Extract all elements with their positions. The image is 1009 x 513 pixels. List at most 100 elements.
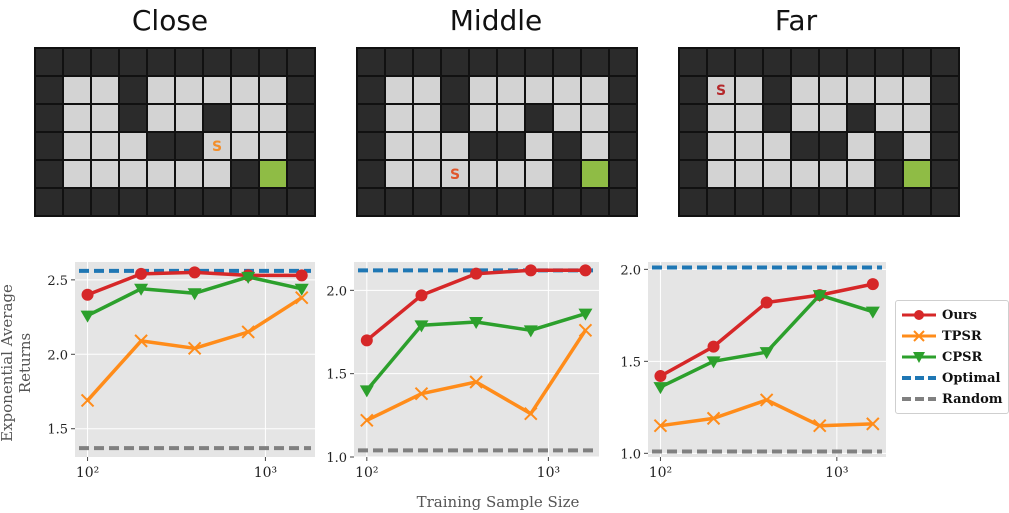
data-point-cpsr (653, 382, 668, 395)
maze-wall-cell (36, 161, 62, 187)
maze-wall-cell (848, 105, 874, 131)
maze-wall-cell (904, 189, 930, 215)
maze-wall-cell (792, 189, 818, 215)
maze-floor-cell (414, 77, 440, 103)
data-point-ours (707, 340, 720, 353)
data-point-tpsr (866, 417, 880, 431)
maze-wall-cell (554, 49, 580, 75)
maze-wall-cell (358, 161, 384, 187)
data-point-ours (579, 264, 592, 277)
maze-grid-close: S (34, 47, 316, 217)
maze-wall-cell (232, 49, 258, 75)
maze-wall-cell (582, 49, 608, 75)
maze-wall-cell (288, 161, 314, 187)
maze-wall-cell (498, 189, 524, 215)
maze-floor-cell (820, 105, 846, 131)
maze-floor-cell (736, 77, 762, 103)
maze-floor-cell (554, 77, 580, 103)
data-point-ours (295, 269, 308, 282)
maze-wall-cell (764, 105, 790, 131)
plot-area (648, 262, 886, 457)
maze-wall-cell (904, 49, 930, 75)
maze-wall-cell (176, 49, 202, 75)
data-point-cpsr (187, 288, 202, 301)
maze-wall-cell (358, 133, 384, 159)
data-point-ours (866, 278, 879, 291)
maze-floor-cell (820, 77, 846, 103)
maze-wall-cell (260, 189, 286, 215)
maze-floor-cell (442, 161, 468, 187)
data-point-cpsr (134, 283, 149, 296)
legend-swatch-tpsr (902, 330, 936, 342)
maze-start-label: S (450, 167, 460, 183)
data-point-ours (135, 267, 148, 280)
maze-wall-cell (120, 189, 146, 215)
maze-wall-cell (386, 189, 412, 215)
maze-wall-cell (358, 77, 384, 103)
maze-wall-cell (120, 105, 146, 131)
data-point-cpsr (865, 306, 880, 319)
maze-floor-cell (792, 161, 818, 187)
y-tick-label: 1.0 (326, 451, 347, 466)
maze-floor-cell (414, 161, 440, 187)
plot-far: 1.0 1.5 2.0 10² 10³ (620, 262, 886, 481)
maze-wall-cell (736, 189, 762, 215)
maze-wall-cell (764, 49, 790, 75)
maze-border (356, 47, 638, 217)
maze-wall-cell (932, 133, 958, 159)
data-point-ours (415, 289, 428, 302)
y-tick-label: 2.0 (47, 348, 68, 363)
plot-middle: 1.0 1.5 2.0 10² 10³ (326, 262, 599, 481)
legend-item-cpsr: CPSR (900, 347, 982, 367)
maze-floor-cell (708, 161, 734, 187)
maze-floor-cell (92, 161, 118, 187)
maze-wall-cell (414, 49, 440, 75)
maze-floor-cell (120, 161, 146, 187)
data-point-cpsr (706, 356, 721, 369)
maze-wall-cell (792, 133, 818, 159)
maze-floor-cell (204, 161, 230, 187)
data-point-ours (470, 267, 483, 280)
maze-wall-cell (498, 49, 524, 75)
data-point-ours (188, 266, 201, 279)
maze-wall-cell (792, 49, 818, 75)
legend-label-cpsr: CPSR (942, 349, 983, 365)
legend-label-optimal: Optimal (942, 370, 1001, 386)
maze-floor-cell (526, 133, 552, 159)
maze-floor-cell (414, 105, 440, 131)
maze-border (678, 47, 960, 217)
legend-item-ours: Ours (900, 305, 977, 325)
maze-floor-cell (498, 105, 524, 131)
maze-goal-cell (260, 161, 286, 187)
maze-border (34, 47, 316, 217)
maze-wall-cell (848, 189, 874, 215)
maze-wall-cell (932, 189, 958, 215)
maze-wall-cell (932, 161, 958, 187)
legend-item-random: Random (900, 389, 1003, 409)
maze-wall-cell (708, 49, 734, 75)
maze-floor-cell (176, 161, 202, 187)
maze-wall-cell (358, 189, 384, 215)
maze-wall-cell (204, 189, 230, 215)
maze-wall-cell (288, 49, 314, 75)
maze-wall-cell (932, 49, 958, 75)
data-point-cpsr (469, 317, 484, 329)
y-tick-label: 1.5 (326, 368, 347, 383)
maze-wall-cell (120, 49, 146, 75)
data-point-tpsr (414, 386, 429, 401)
maze-floor-cell (120, 133, 146, 159)
maze-floor-cell (176, 105, 202, 131)
maze-floor-cell (386, 133, 412, 159)
data-point-ours (760, 296, 773, 309)
maze-wall-cell (92, 189, 118, 215)
maze-wall-cell (610, 105, 636, 131)
maze-wall-cell (848, 49, 874, 75)
maze-floor-cell (260, 133, 286, 159)
maze-floor-cell (792, 105, 818, 131)
maze-wall-cell (876, 189, 902, 215)
maze-wall-cell (680, 161, 706, 187)
maze-floor-cell (64, 133, 90, 159)
maze-wall-cell (176, 189, 202, 215)
legend-swatch-optimal (902, 376, 936, 380)
maze-wall-cell (288, 77, 314, 103)
